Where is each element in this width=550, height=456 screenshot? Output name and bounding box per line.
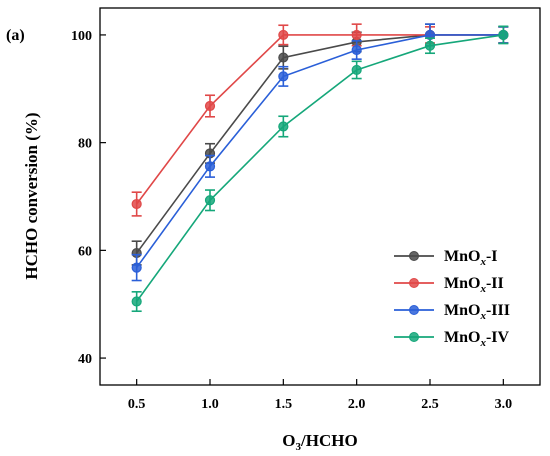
legend-swatch-marker bbox=[409, 305, 419, 315]
series-4-line bbox=[136, 34, 504, 302]
series-4-point bbox=[498, 29, 509, 41]
x-axis-title: O3/HCHO bbox=[282, 431, 357, 453]
legend-label: MnOx-II bbox=[444, 275, 504, 295]
series-2-point bbox=[204, 100, 216, 112]
x-axis-title-main: O bbox=[282, 431, 295, 450]
y-tick-label: 40 bbox=[78, 352, 92, 367]
plot-frame bbox=[99, 7, 541, 386]
series-2 bbox=[131, 23, 509, 217]
series-4-point bbox=[424, 40, 436, 51]
series-1-point bbox=[278, 52, 289, 63]
series-4-point bbox=[278, 121, 289, 132]
legend-item: MnOx-I bbox=[394, 248, 498, 268]
series-4 bbox=[131, 25, 509, 313]
legend: MnOx-I MnOx-II MnOx-III MnOx-IV bbox=[394, 248, 510, 349]
panel-label: (a) bbox=[6, 27, 25, 44]
x-tick-label: 1.0 bbox=[201, 397, 219, 412]
series-2-point bbox=[278, 29, 289, 41]
series-3-point bbox=[351, 44, 362, 56]
x-axis-title-subscript: 3 bbox=[296, 441, 302, 453]
legend-item: MnOx-IV bbox=[394, 329, 510, 349]
legend-swatch-marker bbox=[409, 251, 419, 261]
series-layer bbox=[131, 23, 509, 313]
series-3-point bbox=[131, 262, 142, 273]
series-1 bbox=[131, 23, 509, 266]
x-tick-label: 3.0 bbox=[495, 397, 513, 412]
x-tick-label: 0.5 bbox=[128, 397, 146, 412]
legend-item: MnOx-II bbox=[394, 275, 504, 295]
series-3-point bbox=[204, 161, 216, 172]
y-axis-title: HCHO conversion (%) bbox=[22, 112, 41, 279]
legend-label: MnOx-IV bbox=[444, 329, 510, 349]
series-4-point bbox=[351, 64, 362, 76]
series-4-point bbox=[204, 195, 216, 206]
series-2-point bbox=[131, 198, 142, 210]
series-4-point bbox=[131, 296, 142, 307]
y-tick-label: 80 bbox=[78, 137, 92, 152]
legend-label: MnOx-I bbox=[444, 248, 498, 268]
x-tick-label: 2.0 bbox=[348, 397, 366, 412]
series-3-point bbox=[278, 71, 289, 82]
series-1-line bbox=[136, 34, 504, 254]
legend-swatch-marker bbox=[409, 332, 419, 342]
series-3-line bbox=[136, 34, 504, 269]
x-tick-label: 1.5 bbox=[275, 397, 293, 412]
legend-swatch-marker bbox=[409, 278, 419, 288]
y-tick-label: 60 bbox=[78, 244, 92, 259]
legend-item: MnOx-III bbox=[394, 302, 510, 322]
x-axis-title-rest: /HCHO bbox=[300, 431, 358, 450]
y-tick-label: 100 bbox=[71, 29, 92, 44]
x-tick-label: 2.5 bbox=[421, 397, 439, 412]
legend-label: MnOx-III bbox=[444, 302, 510, 322]
axis-ticks: 0.5 1.0 1.5 2.0 2.5 3.0 40 60 80 100 bbox=[71, 29, 512, 412]
series-2-point bbox=[351, 29, 362, 41]
series-3 bbox=[131, 23, 509, 282]
